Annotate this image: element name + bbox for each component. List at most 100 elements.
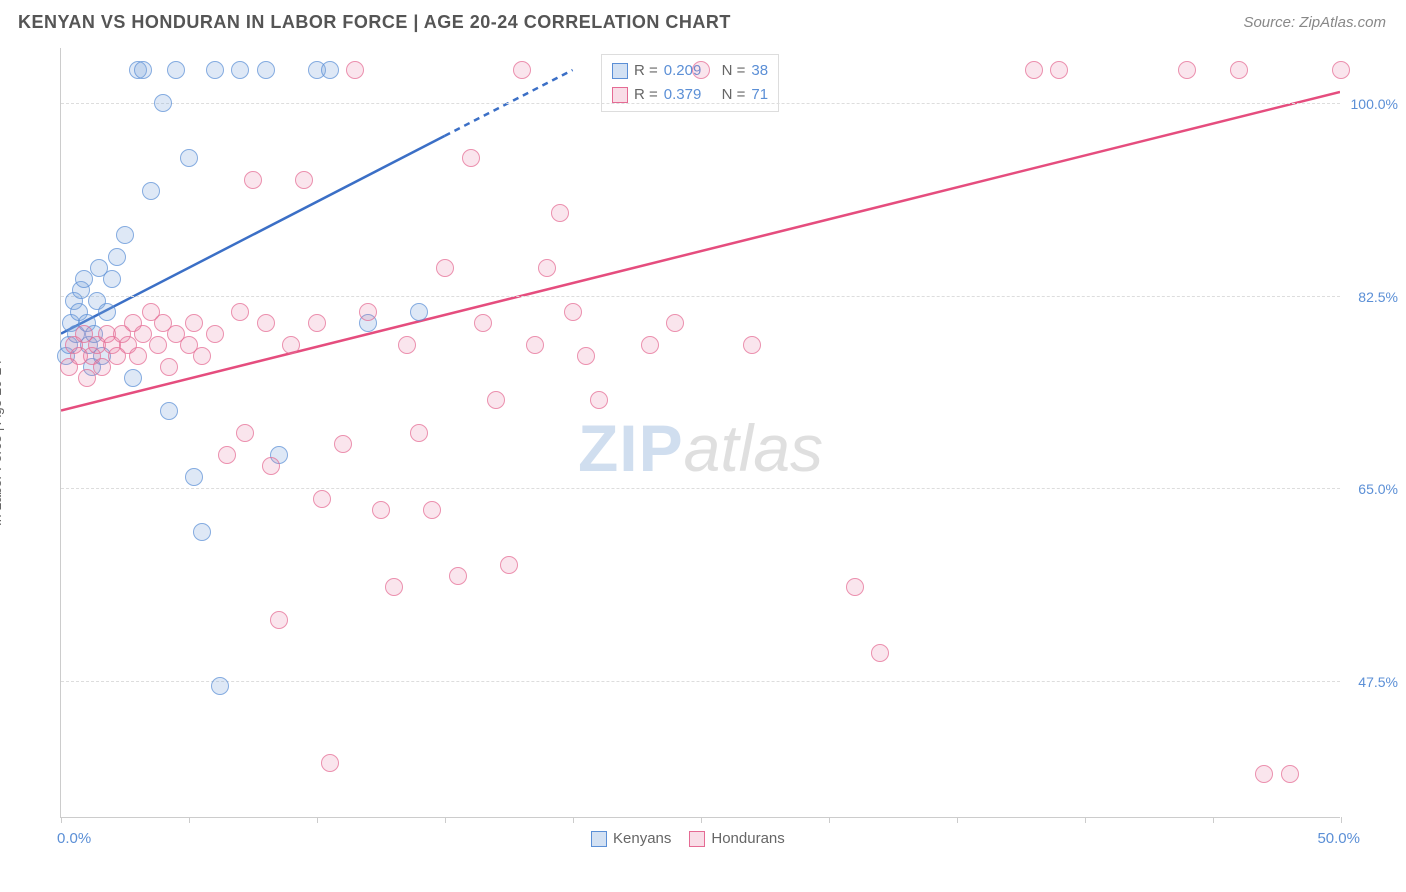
chart-title: KENYAN VS HONDURAN IN LABOR FORCE | AGE … [18,12,731,33]
x-tick [317,817,318,823]
data-point [313,490,331,508]
data-point [1332,61,1350,79]
data-point [270,611,288,629]
n-label: N = [722,59,746,83]
swatch-blue-icon [591,831,607,847]
data-point [500,556,518,574]
data-point [846,578,864,596]
data-point [108,248,126,266]
data-point [385,578,403,596]
y-tick-label: 47.5% [1344,674,1398,690]
x-axis-max-label: 50.0% [1317,830,1360,847]
data-point [78,369,96,387]
data-point [167,61,185,79]
gridline: 82.5% [61,296,1340,297]
data-point [193,347,211,365]
chart-source: Source: ZipAtlas.com [1243,14,1386,31]
x-tick [1341,817,1342,823]
gridline: 100.0% [61,103,1340,104]
data-point [103,270,121,288]
data-point [398,336,416,354]
data-point [93,358,111,376]
data-point [75,270,93,288]
watermark-atlas: atlas [684,411,823,485]
data-point [743,336,761,354]
legend-item-hondurans: Hondurans [689,830,784,847]
swatch-pink-icon [689,831,705,847]
data-point [321,61,339,79]
data-point [1025,61,1043,79]
data-point [526,336,544,354]
data-point [359,303,377,321]
data-point [487,391,505,409]
data-point [1255,765,1273,783]
legend-stats-row-0: R = 0.209 N = 38 [612,59,768,83]
watermark: ZIPatlas [578,410,823,486]
data-point [231,61,249,79]
data-point [410,424,428,442]
y-tick-label: 100.0% [1344,96,1398,112]
data-point [474,314,492,332]
data-point [423,501,441,519]
swatch-blue-icon [612,63,628,79]
watermark-zip: ZIP [578,411,684,485]
data-point [185,314,203,332]
data-point [193,523,211,541]
data-point [236,424,254,442]
legend-item-kenyans: Kenyans [591,830,671,847]
data-point [551,204,569,222]
swatch-pink-icon [612,87,628,103]
data-point [149,336,167,354]
x-tick [829,817,830,823]
data-point [692,61,710,79]
data-point [308,314,326,332]
data-point [590,391,608,409]
data-point [1230,61,1248,79]
y-axis-title: In Labor Force | Age 20-24 [0,360,4,526]
x-axis-min-label: 0.0% [57,830,91,847]
y-tick-label: 65.0% [1344,481,1398,497]
data-point [257,314,275,332]
data-point [564,303,582,321]
y-tick-label: 82.5% [1344,289,1398,305]
data-point [538,259,556,277]
x-tick [445,817,446,823]
legend-label: Kenyans [613,830,671,847]
data-point [257,61,275,79]
x-tick [61,817,62,823]
data-point [154,94,172,112]
x-tick [701,817,702,823]
data-point [211,677,229,695]
gridline: 47.5% [61,681,1340,682]
x-tick [1085,817,1086,823]
data-point [206,325,224,343]
data-point [142,182,160,200]
x-tick [1213,817,1214,823]
data-point [98,303,116,321]
data-point [346,61,364,79]
data-point [160,402,178,420]
data-point [372,501,390,519]
data-point [129,347,147,365]
data-point [262,457,280,475]
plot-area: ZIPatlas R = 0.209 N = 38 R = 0.379 N = … [60,48,1340,818]
data-point [410,303,428,321]
data-point [1050,61,1068,79]
legend-series: Kenyans Hondurans [591,830,785,847]
data-point [666,314,684,332]
data-point [206,61,224,79]
gridline: 65.0% [61,488,1340,489]
legend-label: Hondurans [711,830,784,847]
data-point [295,171,313,189]
data-point [160,358,178,376]
data-point [513,61,531,79]
data-point [134,61,152,79]
data-point [436,259,454,277]
x-tick [957,817,958,823]
data-point [116,226,134,244]
data-point [231,303,249,321]
data-point [124,369,142,387]
chart-container: In Labor Force | Age 20-24 ZIPatlas R = … [18,48,1388,838]
data-point [218,446,236,464]
data-point [871,644,889,662]
